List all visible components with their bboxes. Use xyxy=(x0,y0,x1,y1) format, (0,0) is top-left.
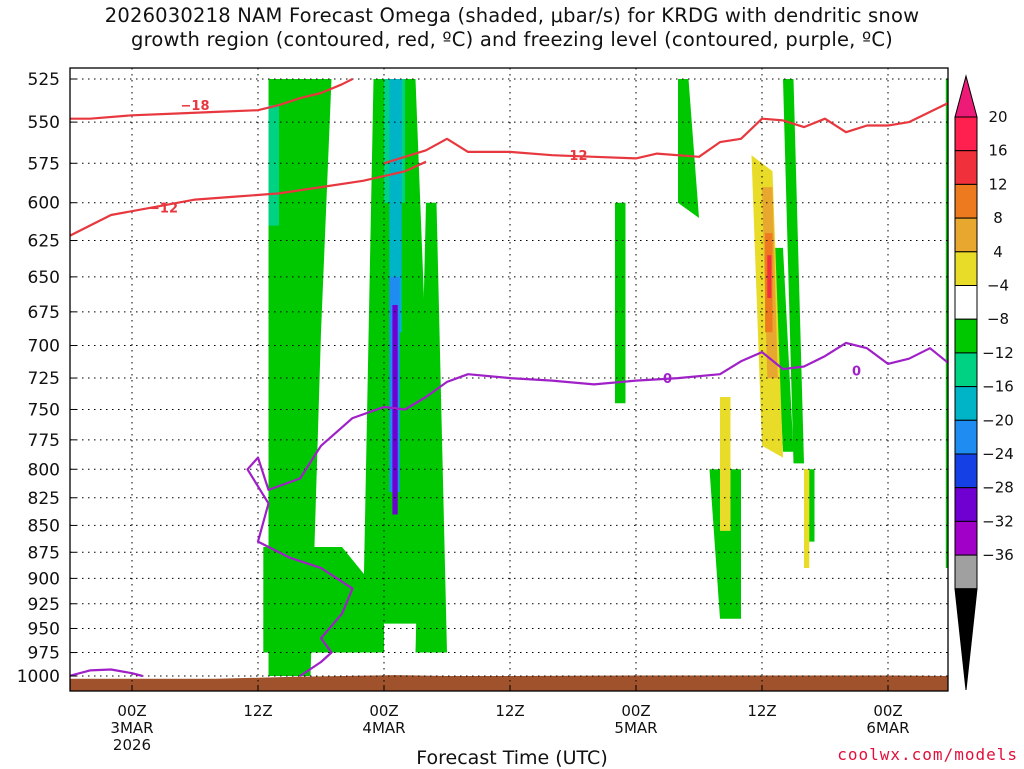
colorbar-segment xyxy=(954,285,978,320)
colorbar-under-triangle xyxy=(954,588,978,691)
colorbar-segment xyxy=(954,554,978,590)
y-tick-label: 850 xyxy=(28,516,60,536)
y-axis-ticks: 525 550 575 600 625 650 675 700 725 750 775 800 825 8… xyxy=(17,70,76,687)
colorbar-label: 12 xyxy=(988,175,1007,193)
colorbar-segment xyxy=(954,217,978,253)
colorbar-label: 16 xyxy=(988,142,1007,160)
terrain-area xyxy=(70,675,948,691)
colorbar-segment xyxy=(954,150,978,185)
colorbar-segment xyxy=(954,251,978,287)
contour-label: −18 xyxy=(181,99,210,114)
chart-title: 2026030218 NAM Forecast Omega (shaded, μ… xyxy=(0,4,1024,52)
y-tick-label: 575 xyxy=(28,154,60,174)
colorbar-label: −20 xyxy=(982,411,1014,429)
colorbar-segment xyxy=(954,520,978,556)
contour-line xyxy=(246,341,948,677)
credit-text: coolwx.com/models xyxy=(837,745,1018,764)
colorbar-segment xyxy=(954,352,978,388)
y-tick-label: 550 xyxy=(28,113,60,133)
x-tick-label: 4MAR xyxy=(362,719,405,737)
x-tick-label: 5MAR xyxy=(614,719,657,737)
plot-frame xyxy=(69,67,949,692)
colorbar-label: −4 xyxy=(987,277,1009,295)
colorbar-segment xyxy=(954,419,978,455)
colorbar-label: 20 xyxy=(988,108,1007,126)
x-tick-label: 00Z xyxy=(621,702,650,720)
colorbar-segment xyxy=(954,453,978,489)
omega-region xyxy=(615,202,626,404)
y-tick-label: 900 xyxy=(28,569,60,589)
x-tick-label: 12Z xyxy=(243,702,272,720)
colorbar-label: 8 xyxy=(993,209,1003,227)
colorbar-label: −12 xyxy=(982,344,1014,362)
colorbar: 20 16 12 8 4 −4 −8 −12 −16 −20 −24 −28 −32 −36 xyxy=(954,74,1014,691)
y-tick-label: 600 xyxy=(28,194,60,214)
y-tick-label: 875 xyxy=(28,543,60,563)
contour-line xyxy=(383,101,948,165)
omega-region xyxy=(389,79,402,333)
contour-label: −12 xyxy=(559,149,588,164)
omega-region xyxy=(678,79,699,218)
x-tick-label: 2026 xyxy=(113,736,151,754)
colorbar-segment xyxy=(954,487,978,522)
chart-title-line-1: 2026030218 NAM Forecast Omega (shaded, μ… xyxy=(104,4,920,27)
omega-region xyxy=(720,397,731,531)
omega-region xyxy=(268,79,332,676)
y-tick-label: 700 xyxy=(28,337,60,357)
x-axis-label: Forecast Time (UTC) xyxy=(416,747,608,769)
x-tick-label: 12Z xyxy=(495,702,524,720)
y-tick-label: 650 xyxy=(28,268,60,288)
colorbar-segment xyxy=(954,386,978,421)
omega-region xyxy=(268,105,279,226)
x-tick-label: 3MAR xyxy=(110,719,153,737)
contour-label: −12 xyxy=(149,201,178,216)
colorbar-label: −32 xyxy=(982,512,1014,530)
omega-region xyxy=(263,547,384,653)
y-tick-label: 750 xyxy=(28,400,60,420)
y-tick-label: 775 xyxy=(28,431,60,451)
colorbar-segment xyxy=(954,116,978,152)
contour-line xyxy=(70,78,353,120)
x-tick-label: 6MAR xyxy=(866,719,909,737)
grid-lines xyxy=(70,68,948,691)
omega-region xyxy=(709,469,741,619)
colorbar-over-triangle xyxy=(954,74,978,118)
y-tick-label: 625 xyxy=(28,232,60,252)
colorbar-label: −28 xyxy=(982,479,1014,497)
y-tick-label: 800 xyxy=(28,460,60,480)
colorbar-label: −16 xyxy=(982,378,1014,396)
omega-shading xyxy=(263,79,948,676)
colorbar-segment xyxy=(954,318,978,354)
x-tick-label: 00Z xyxy=(369,702,398,720)
y-tick-label: 825 xyxy=(28,489,60,509)
contour-line xyxy=(70,160,427,237)
colorbar-label: −36 xyxy=(982,546,1014,564)
contour-line xyxy=(70,668,143,678)
colorbar-label: 4 xyxy=(993,243,1003,261)
omega-region xyxy=(772,247,794,452)
colorbar-label: −8 xyxy=(987,310,1009,328)
y-tick-label: 525 xyxy=(28,70,60,90)
omega-region xyxy=(415,202,447,653)
x-tick-label: 00Z xyxy=(117,702,146,720)
y-tick-label: 725 xyxy=(28,369,60,389)
x-tick-label: 12Z xyxy=(747,702,776,720)
omega-region xyxy=(767,255,772,298)
colorbar-label: −24 xyxy=(982,445,1014,463)
contour-label: 0 xyxy=(852,364,861,379)
y-tick-label: 975 xyxy=(28,644,60,664)
terrain-fill xyxy=(70,675,948,691)
y-tick-label: 1000 xyxy=(17,667,60,687)
chart-title-line-2: growth region (contoured, red, ºC) and f… xyxy=(131,28,893,51)
colorbar-segment xyxy=(954,183,978,219)
y-tick-label: 675 xyxy=(28,303,60,323)
y-tick-label: 925 xyxy=(28,595,60,615)
y-tick-label: 950 xyxy=(28,619,60,639)
omega-region xyxy=(804,469,810,568)
x-tick-label: 00Z xyxy=(873,702,902,720)
